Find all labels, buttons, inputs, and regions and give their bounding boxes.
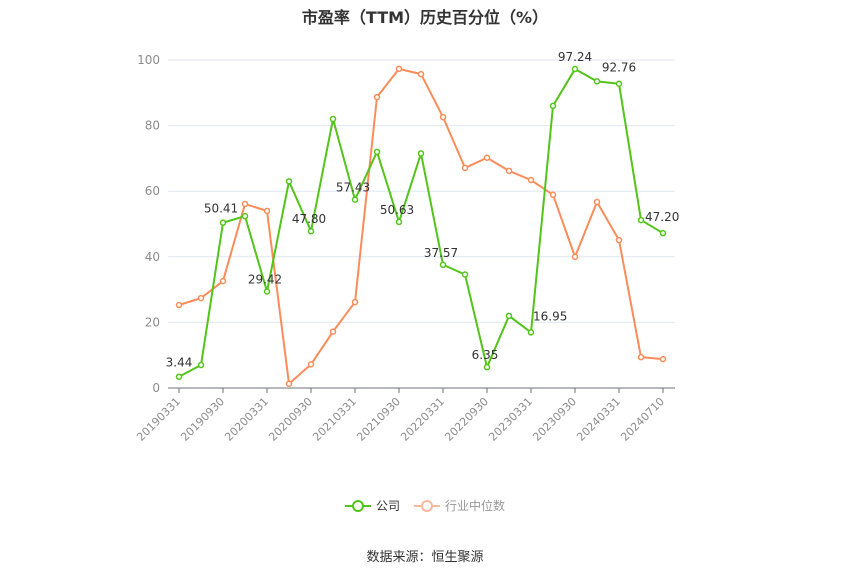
svg-text:57.43: 57.43 [336, 181, 370, 195]
svg-text:47.20: 47.20 [645, 210, 679, 224]
svg-text:37.57: 37.57 [424, 246, 458, 260]
svg-text:20: 20 [145, 315, 160, 329]
svg-text:20210930: 20210930 [354, 395, 403, 444]
series-company-line[interactable] [175, 65, 667, 380]
svg-text:20200331: 20200331 [222, 395, 271, 444]
svg-text:20190930: 20190930 [178, 395, 227, 444]
legend-item-company[interactable]: 公司 [344, 497, 400, 514]
legend-company-label: 公司 [375, 499, 400, 513]
svg-text:20240331: 20240331 [574, 395, 623, 444]
data-labels: 3.44 50.41 29.42 47.80 57.43 50.63 37.57 6.35 16… [166, 50, 680, 370]
svg-text:16.95: 16.95 [533, 309, 567, 323]
svg-text:92.76: 92.76 [602, 61, 636, 75]
legend: 公司 行业中位数 [0, 497, 850, 514]
legend-industry-label: 行业中位数 [445, 499, 506, 513]
svg-text:97.24: 97.24 [558, 50, 592, 64]
svg-text:80: 80 [145, 119, 160, 133]
svg-text:20220331: 20220331 [398, 395, 447, 444]
svg-text:29.42: 29.42 [248, 273, 282, 287]
legend-item-industry[interactable]: 行业中位数 [414, 497, 505, 514]
series-industry-line[interactable] [175, 65, 667, 387]
svg-text:50.63: 50.63 [380, 203, 414, 217]
svg-text:20190331: 20190331 [134, 395, 183, 444]
svg-text:50.41: 50.41 [204, 202, 238, 216]
x-axis: 2019033120190930202003312020093020210331… [134, 387, 675, 444]
svg-text:20240710: 20240710 [618, 395, 667, 444]
svg-text:60: 60 [145, 184, 160, 198]
svg-text:20210331: 20210331 [310, 395, 359, 444]
svg-text:100: 100 [137, 53, 160, 67]
svg-text:20220930: 20220930 [442, 395, 491, 444]
gridlines [168, 59, 675, 323]
svg-text:3.44: 3.44 [166, 356, 193, 370]
data-source: 数据来源：恒生聚源 [366, 550, 484, 565]
svg-text:0: 0 [152, 381, 160, 395]
y-axis: 0 20 40 60 80 100 [137, 53, 160, 395]
svg-text:20200930: 20200930 [266, 395, 315, 444]
legend-industry-icon [414, 499, 440, 512]
svg-text:20230930: 20230930 [530, 395, 579, 444]
chart-title: 市盈率（TTM）历史百分位（%） [301, 8, 549, 27]
svg-text:6.35: 6.35 [472, 348, 499, 362]
legend-company-icon [344, 499, 371, 512]
svg-text:40: 40 [145, 250, 160, 264]
svg-text:20230331: 20230331 [486, 395, 535, 444]
svg-text:47.80: 47.80 [292, 212, 326, 226]
